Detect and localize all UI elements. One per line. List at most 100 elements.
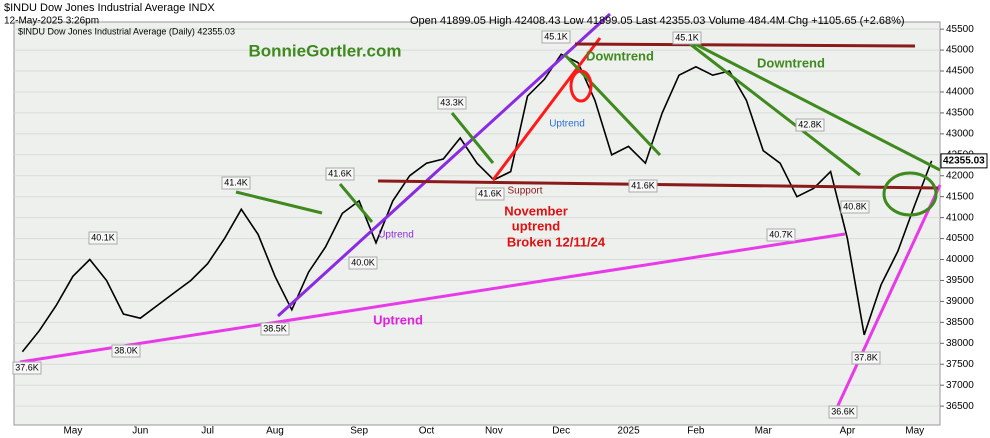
trend-line — [19, 232, 846, 364]
annotation: Support — [507, 186, 542, 197]
point-label: 45.1K — [675, 32, 699, 42]
annotation: Uptrend — [373, 312, 423, 327]
point-label: 40.7K — [769, 229, 793, 239]
point-label-box — [840, 200, 870, 214]
y-tick-label: 39500 — [946, 275, 974, 286]
y-tick-label: 45000 — [946, 45, 974, 56]
x-tick-label: 2025 — [617, 426, 640, 437]
y-tick-label: 37500 — [946, 359, 974, 370]
point-label-box — [851, 351, 881, 365]
annotation: November — [504, 203, 568, 218]
y-tick-label: 45500 — [946, 24, 974, 35]
y-tick-label: 42000 — [946, 170, 974, 181]
x-tick-label: Dec — [552, 426, 570, 437]
x-tick-label: Aug — [266, 426, 284, 437]
y-tick-label: 43000 — [946, 128, 974, 139]
point-label-box — [221, 176, 251, 190]
y-tick-label: 41000 — [946, 212, 974, 223]
legend-entry: $INDU Dow Jones Industrial Average (Dail… — [18, 26, 235, 36]
x-tick-label: May — [905, 426, 924, 437]
point-label-box — [795, 118, 825, 132]
y-tick-label: 43500 — [946, 108, 974, 119]
trend-line — [235, 190, 323, 215]
point-label-box — [672, 31, 702, 45]
trend-line — [689, 42, 861, 177]
y-tick-label: 41500 — [946, 191, 974, 202]
y-tick-label: 40000 — [946, 254, 974, 265]
point-label-box — [348, 256, 378, 270]
annotation: Uptrend — [378, 230, 414, 241]
trend-line — [833, 184, 942, 413]
y-tick-label: 38000 — [946, 338, 974, 349]
trend-lines — [19, 12, 942, 413]
x-tick-label: Nov — [485, 426, 503, 437]
point-label: 41.6K — [478, 188, 502, 198]
point-label: 40.8K — [843, 201, 867, 211]
grid — [14, 28, 940, 407]
x-tick-label: Oct — [419, 426, 435, 437]
point-label-box — [828, 405, 858, 419]
y-tick-label: 44500 — [946, 66, 974, 77]
series — [21, 53, 933, 353]
point-label: 41.6K — [328, 168, 352, 178]
trend-line — [694, 42, 941, 172]
y-tick-label: 37000 — [946, 380, 974, 391]
x-tick-label: Apr — [840, 426, 856, 437]
chart-title: $INDU Dow Jones Industrial Average INDX — [4, 2, 215, 14]
point-label-box — [541, 30, 571, 44]
annotation: BonnieGortler.com — [248, 41, 401, 60]
point-label: 38.0K — [114, 345, 138, 355]
support-line — [377, 179, 939, 190]
annotation: Downtrend — [586, 48, 654, 63]
point-label-box — [437, 96, 467, 110]
annotation: Uptrend — [549, 119, 585, 130]
highlight-circle — [569, 69, 593, 103]
y-tick-label: 38500 — [946, 317, 974, 328]
y-tick-label: 39000 — [946, 296, 974, 307]
point-label: 37.8K — [854, 352, 878, 362]
point-label-box — [475, 187, 505, 201]
point-label: 42.8K — [798, 119, 822, 129]
point-label-box — [628, 179, 658, 193]
point-label: 40.1K — [91, 232, 115, 242]
y-tick-label: 44000 — [946, 87, 974, 98]
point-label: 37.6K — [15, 362, 39, 372]
last-price-box — [940, 153, 988, 169]
subtitle: 12-May-2025 3:26pm — [4, 16, 99, 27]
annotation: Downtrend — [757, 55, 825, 70]
annotation: Broken 12/11/24 — [507, 234, 606, 249]
point-label-box — [12, 361, 42, 375]
point-label-box — [325, 167, 355, 181]
highlight-circle — [882, 171, 938, 217]
x-tick-label: May — [63, 426, 82, 437]
x-tick-label: Feb — [687, 426, 705, 437]
annotation: uptrend — [512, 218, 560, 233]
point-label: 36.6K — [831, 406, 855, 416]
trend-line — [276, 12, 612, 318]
quote: Open 41899.05 High 42408.43 Low 41899.05… — [410, 15, 905, 27]
point-label: 45.1K — [544, 31, 568, 41]
point-label-box — [260, 322, 290, 336]
price-line — [21, 53, 933, 353]
point-label: 41.6K — [631, 180, 655, 190]
point-label-box — [766, 228, 796, 242]
point-label-box — [88, 231, 118, 245]
x-tick-label: Mar — [755, 426, 773, 437]
resistance-line — [574, 42, 916, 48]
point-label: 38.5K — [263, 323, 287, 333]
point-label: 40.0K — [351, 257, 375, 267]
x-tick-label: Sep — [350, 426, 368, 437]
point-label: 43.3K — [440, 97, 464, 107]
annotations: 37.6K 40.1K 38.0K 41.4K 38.5K 41.6K 40.0K 43.3K… — [12, 30, 881, 419]
trend-line — [491, 37, 602, 181]
y-tick-label: 40500 — [946, 233, 974, 244]
trend-line — [338, 183, 374, 223]
x-tick-label: Jul — [201, 426, 214, 437]
last-price-label: 42355.03 — [943, 156, 985, 167]
y-tick-label: 36500 — [946, 401, 974, 412]
point-label: 41.4K — [224, 177, 248, 187]
point-label-box — [111, 344, 141, 358]
trend-line — [450, 112, 495, 164]
